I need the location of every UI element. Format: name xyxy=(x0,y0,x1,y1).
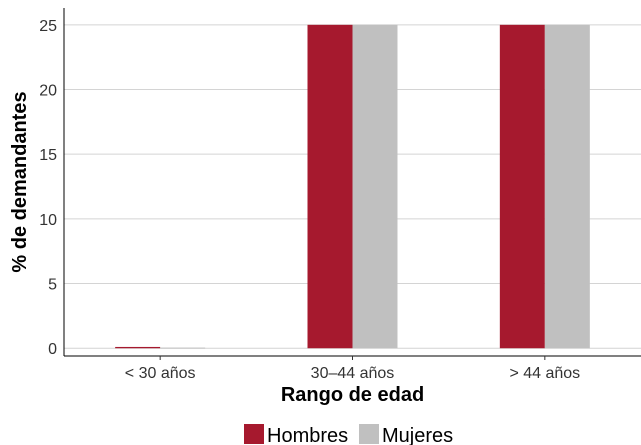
legend-label-mujeres: Mujeres xyxy=(382,425,453,445)
bar-mujeres xyxy=(544,24,590,349)
y-tick-labels: 0 5 10 15 20 25 xyxy=(39,18,57,358)
y-tick-label: 20 xyxy=(39,83,57,100)
y-tick-label: 25 xyxy=(39,18,57,35)
x-axis-title: Rango de edad xyxy=(281,384,424,406)
legend-swatch-hombres xyxy=(244,424,264,444)
y-tick-label: 10 xyxy=(39,212,57,229)
x-tick-label: > 44 años xyxy=(509,365,580,382)
y-axis-title: % de demandantes xyxy=(9,91,31,272)
legend: Hombres Mujeres xyxy=(244,424,453,445)
x-tick-label: < 30 años xyxy=(125,365,196,382)
y-tick-label: 15 xyxy=(39,147,57,164)
y-tick-label: 5 xyxy=(48,277,57,294)
legend-swatch-mujeres xyxy=(359,424,379,444)
y-tick-label: 0 xyxy=(48,341,57,358)
bar-hombres xyxy=(499,24,545,349)
bar-hombres xyxy=(307,24,353,349)
bar-hombres xyxy=(115,346,161,349)
x-tick-label: 30–44 años xyxy=(311,365,395,382)
bars xyxy=(115,24,590,349)
bar-mujeres xyxy=(352,24,398,349)
legend-label-hombres: Hombres xyxy=(267,425,348,445)
bar-mujeres xyxy=(160,347,206,349)
x-tick-labels: < 30 años 30–44 años > 44 años xyxy=(125,356,580,382)
